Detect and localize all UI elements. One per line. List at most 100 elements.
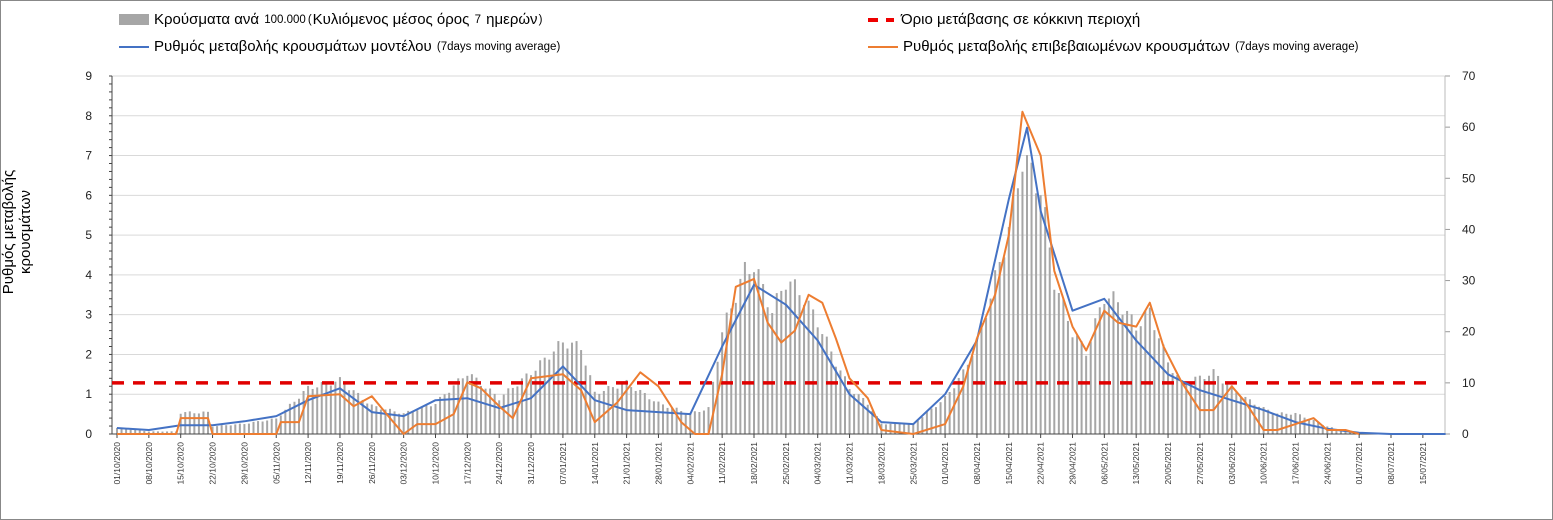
case-bar	[1085, 355, 1088, 434]
case-bar	[152, 431, 155, 434]
case-bar	[848, 388, 851, 434]
case-bar	[889, 423, 892, 434]
case-bar	[302, 390, 305, 434]
case-bar	[1258, 406, 1261, 434]
case-bar	[1253, 404, 1256, 434]
y-tick-left: 8	[85, 109, 92, 123]
case-bar	[147, 431, 150, 434]
case-bar	[1203, 379, 1206, 434]
case-bar	[1080, 341, 1083, 434]
case-bar	[202, 411, 205, 434]
case-bar	[525, 373, 528, 434]
case-bar	[1299, 414, 1301, 434]
case-bar	[1098, 307, 1101, 434]
case-bar	[593, 391, 596, 434]
y-tick-left: 3	[85, 308, 92, 322]
case-bar	[270, 418, 273, 434]
case-bar	[298, 398, 300, 434]
legend-text: 100.000	[264, 13, 306, 26]
case-bar	[602, 390, 605, 434]
case-bar	[511, 387, 514, 434]
case-bar	[739, 278, 742, 434]
case-bar	[712, 381, 715, 434]
case-bar	[375, 406, 378, 434]
case-bar	[520, 378, 523, 434]
x-tick-label: 18/02/2021	[749, 442, 759, 485]
case-bar	[866, 404, 869, 434]
case-bar	[771, 313, 774, 434]
case-bar	[247, 423, 250, 434]
case-bar	[803, 304, 806, 434]
case-bar	[552, 351, 555, 434]
case-bar	[1198, 375, 1201, 434]
case-bar	[793, 279, 796, 434]
case-bar	[757, 269, 760, 434]
case-bar	[543, 357, 546, 434]
legend-bars: Κρούσματα ανά 100.000(Κυλιόμενος μέσος ό…	[119, 11, 543, 28]
case-bar	[502, 394, 505, 434]
legend-note: (7days moving average)	[436, 40, 561, 53]
case-bar	[1048, 247, 1051, 434]
case-bar	[1135, 330, 1138, 434]
case-bar	[534, 370, 537, 434]
legend-model-swatch	[119, 45, 149, 48]
y-tick-right: 0	[1462, 427, 1469, 441]
case-bar	[252, 421, 255, 434]
case-bar	[420, 406, 423, 434]
case-bar	[466, 375, 469, 434]
x-tick-label: 19/11/2020	[335, 442, 345, 484]
case-bar	[134, 429, 137, 434]
y-tick-right: 10	[1462, 376, 1476, 390]
case-bar	[930, 408, 933, 434]
x-tick-label: 29/04/2021	[1068, 442, 1078, 485]
case-bar	[338, 377, 341, 434]
case-bar	[571, 342, 573, 434]
case-bar	[966, 364, 969, 434]
x-tick-label: 15/04/2021	[1004, 442, 1014, 485]
case-bar	[825, 336, 828, 434]
case-bar	[853, 394, 856, 434]
x-tick-label: 31/12/2020	[526, 442, 536, 485]
legend-model: Ρυθμός μεταβολής κρουσμάτων μοντέλου (7d…	[119, 38, 561, 55]
x-tick-label: 10/06/2021	[1259, 442, 1269, 485]
case-bar	[361, 399, 364, 434]
case-bar	[1235, 392, 1238, 434]
case-bar	[1167, 362, 1170, 434]
y-tick-right: 40	[1462, 222, 1476, 236]
y-tick-left: 5	[85, 228, 92, 242]
case-bar	[1089, 341, 1092, 434]
case-bar	[907, 423, 910, 434]
x-tick-label: 24/12/2020	[494, 442, 504, 485]
x-tick-label: 15/10/2020	[176, 442, 186, 485]
case-bar	[557, 341, 560, 434]
case-bar	[238, 423, 241, 434]
legend-text: (	[307, 13, 312, 26]
case-bar	[275, 418, 278, 434]
case-bar	[871, 410, 874, 434]
x-tick-label: 15/07/2021	[1418, 442, 1428, 485]
case-bar	[475, 377, 478, 434]
case-bar	[498, 400, 501, 434]
case-bar	[1026, 155, 1028, 434]
legend-threshold-swatch	[868, 17, 898, 22]
case-bar	[384, 409, 387, 434]
case-bar	[448, 392, 451, 434]
case-bar	[366, 403, 369, 434]
case-bar	[320, 382, 323, 434]
case-bar	[689, 412, 692, 434]
case-bar	[598, 393, 601, 434]
case-bar	[288, 403, 291, 434]
case-bar	[293, 401, 296, 434]
case-bar	[698, 412, 701, 434]
case-bar	[1103, 303, 1106, 434]
y-tick-right: 30	[1462, 274, 1476, 288]
x-tick-label: 01/04/2021	[940, 442, 950, 485]
case-bar	[1139, 326, 1142, 434]
x-tick-label: 01/10/2020	[112, 442, 122, 485]
legend-text: Ρυθμός μεταβολής επιβεβαιωμένων κρουσμάτ…	[903, 38, 1230, 55]
model-line	[116, 126, 1446, 435]
case-bar	[489, 388, 492, 434]
case-bar	[1012, 192, 1015, 434]
case-bar	[634, 390, 637, 434]
legend-threshold: Όριο μετάβασης σε κόκκινη περιοχή	[868, 11, 1140, 28]
